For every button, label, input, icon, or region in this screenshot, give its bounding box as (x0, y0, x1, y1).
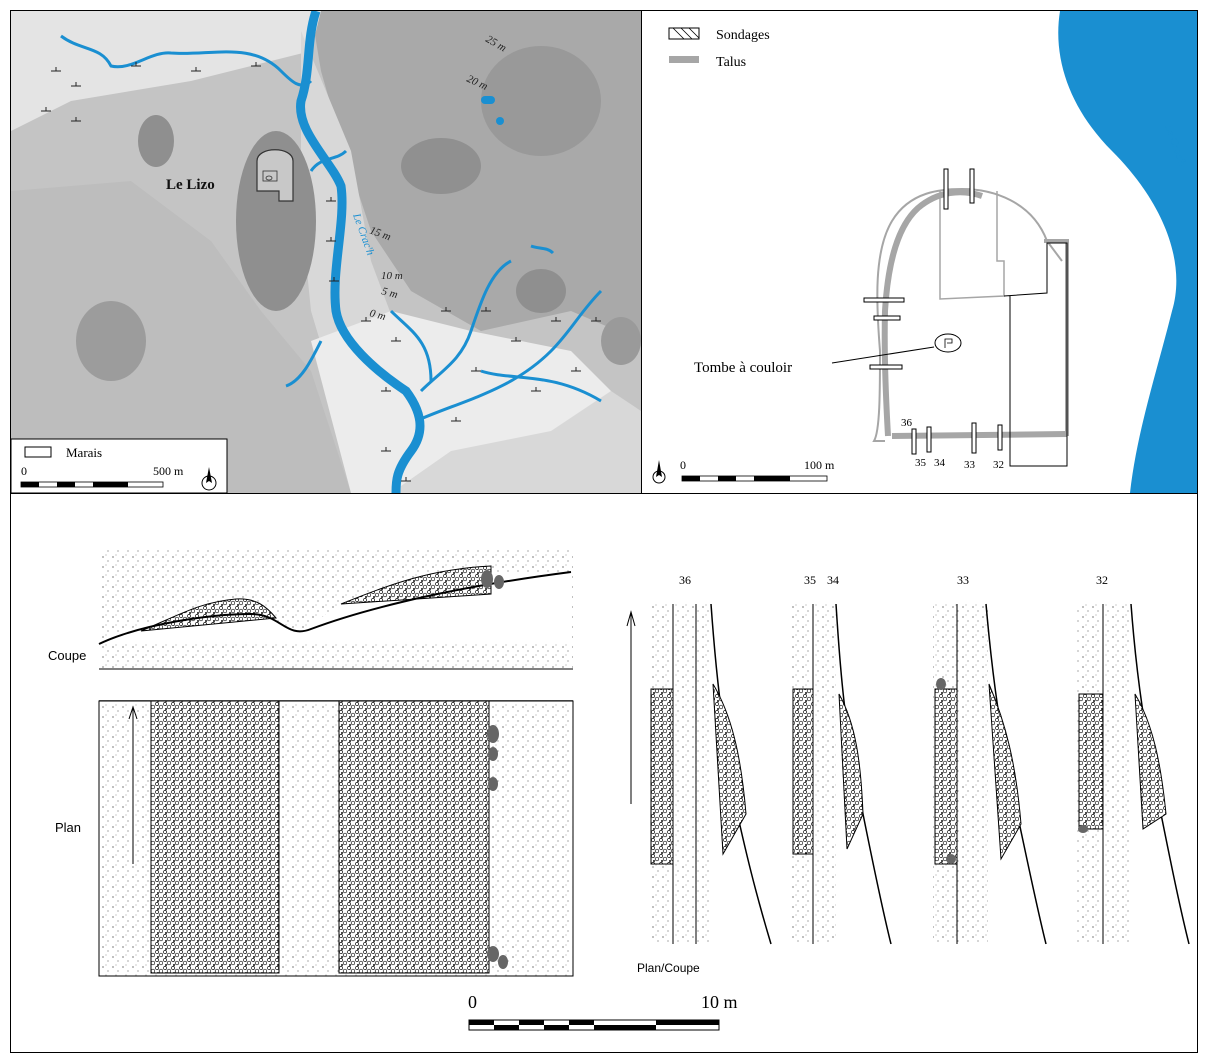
scale-bar-left (20, 481, 164, 488)
hill-northeast (401, 138, 481, 194)
trench-35 (926, 426, 932, 453)
tomb-label: Tombe à couloir (694, 360, 792, 376)
hill-east (481, 46, 601, 156)
trench-west-3 (869, 364, 903, 370)
stream-center (389, 309, 433, 382)
profile-label-34: 34 (827, 573, 839, 587)
excavation-drawings: Coupe Plan Plan/Coupe (48, 549, 1190, 1031)
hill-east-edge (601, 317, 641, 365)
section-drawing (98, 549, 573, 702)
profile-label-36: 36 (679, 573, 691, 587)
contour-10m: 10 m (381, 270, 403, 282)
profile-label-32: 32 (1096, 573, 1108, 587)
plan-drawing (98, 700, 574, 977)
scale-left-start: 0 (21, 464, 27, 478)
trench-profile-32 (1077, 603, 1190, 945)
trench-north-2 (969, 168, 975, 204)
profile-label-35: 35 (804, 573, 816, 587)
trench-33 (971, 422, 977, 454)
site-le-lizo-enclosure (256, 149, 294, 202)
scale-bottom-end: 10 m (701, 992, 738, 1012)
trench-32 (997, 424, 1003, 451)
trench-label-36: 36 (901, 417, 913, 429)
bank-legend-label: Talus (716, 55, 746, 70)
north-arrow-right-icon (652, 460, 666, 484)
section-mound-1 (140, 598, 277, 632)
marsh-legend-label: Marais (66, 445, 102, 460)
contour-5m: 5 m (380, 285, 399, 301)
trench-label-34: 34 (934, 457, 946, 469)
trench-west-2 (873, 315, 901, 321)
river-crach (1058, 11, 1197, 493)
excavation-drawings-panel: Coupe Plan Plan/Coupe (10, 493, 1198, 1053)
plan-label: Plan (55, 820, 81, 835)
site-plan: Le Crac'h Sondages Talus Tombe à couloir (652, 11, 1197, 493)
terrain-band-west (11, 181, 351, 493)
profile-north-arrow-icon (626, 610, 636, 804)
section-label: Coupe (48, 648, 86, 663)
trench-west-1 (863, 297, 905, 303)
scale-right-start: 0 (680, 458, 686, 472)
inner-divisions (939, 191, 1005, 300)
passage-tomb (831, 333, 962, 364)
trench-north-1 (943, 168, 949, 210)
hill-le-lizo (236, 131, 316, 311)
scale-bar-right (681, 475, 828, 482)
trench-36 (911, 428, 917, 455)
stream-southeast (480, 369, 602, 403)
plan-north-arrow-icon (128, 705, 138, 864)
trench-legend-label: Sondages (716, 28, 770, 43)
topographic-map-panel: Le Lizo Le Crac'h 25 m 20 m 15 m 10 m 5 … (10, 10, 642, 494)
section-mound-2 (340, 565, 492, 605)
hill-southwest (76, 301, 146, 381)
site-plan-panel: Le Crac'h Sondages Talus Tombe à couloir (641, 10, 1198, 494)
legend-box-left: Marais 0 500 m (11, 438, 228, 493)
scale-left-end: 500 m (153, 464, 184, 478)
north-arrow-icon (201, 467, 217, 491)
bank-legend-swatch (669, 56, 699, 63)
scale-right-end: 100 m (804, 458, 835, 472)
bank-main (881, 189, 1068, 439)
trench-label-32: 32 (993, 459, 1004, 471)
stream-fragment (530, 244, 555, 255)
modern-parcel-outline (1003, 242, 1068, 467)
terrain-band-light (11, 11, 321, 131)
marsh-legend-swatch (24, 446, 52, 458)
hill-southeast (516, 269, 566, 313)
trenches (863, 168, 1003, 455)
plan-rubble-east (338, 700, 490, 974)
pond-small (496, 117, 504, 125)
scale-bar-bottom (468, 1019, 720, 1031)
trench-profile-36 (626, 603, 772, 945)
site-label: Le Lizo (166, 177, 215, 193)
marsh-symbols (41, 62, 601, 482)
stream-north (309, 149, 348, 172)
trench-label-35: 35 (915, 457, 927, 469)
topographic-map: Le Lizo Le Crac'h 25 m 20 m 15 m 10 m 5 … (11, 11, 641, 493)
scale-bottom-start: 0 (468, 992, 477, 1012)
stream-west (285, 340, 323, 388)
stream-northeast (419, 259, 512, 393)
trench-label-33: 33 (964, 459, 976, 471)
trench-profile-33 (933, 603, 1047, 945)
plan-rubble-west (150, 700, 280, 974)
hill-west (138, 115, 174, 167)
contour-0m: 0 m (368, 307, 387, 323)
plan-section-label: Plan/Coupe (637, 961, 700, 975)
legend-right: Sondages Talus (668, 27, 770, 70)
trench-profile-35-34 (791, 603, 892, 945)
pond-north (481, 96, 495, 104)
profile-label-33: 33 (957, 573, 969, 587)
outer-bank-line (872, 187, 1063, 442)
stream-east (415, 289, 603, 423)
river-main (296, 11, 425, 493)
stream-northwest (60, 34, 313, 87)
